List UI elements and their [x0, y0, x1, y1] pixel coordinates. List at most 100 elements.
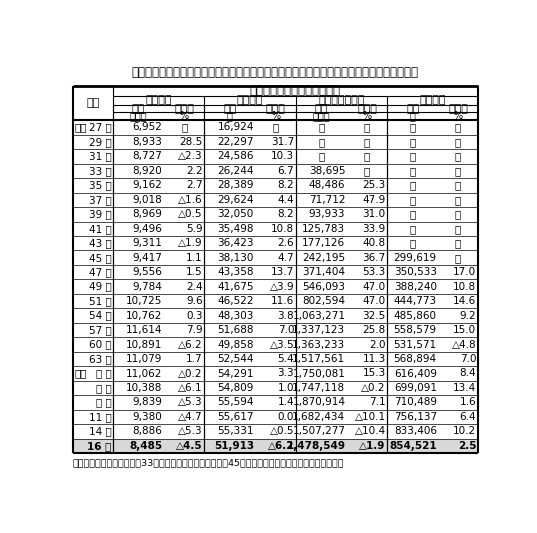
Text: 1,870,914: 1,870,914 — [292, 398, 345, 407]
Text: 8,920: 8,920 — [133, 166, 163, 176]
Text: －: － — [455, 224, 461, 234]
Text: －: － — [455, 195, 461, 205]
Text: 710,489: 710,489 — [394, 398, 437, 407]
Text: 27 年: 27 年 — [89, 123, 111, 132]
Text: －: － — [318, 123, 324, 132]
Text: 3.8: 3.8 — [278, 311, 294, 320]
Text: △2.3: △2.3 — [178, 151, 203, 161]
Text: 371,404: 371,404 — [302, 267, 345, 277]
Text: %: % — [454, 111, 463, 122]
Text: 13.4: 13.4 — [453, 383, 476, 393]
Text: 4.4: 4.4 — [278, 195, 294, 205]
Text: 7.0: 7.0 — [278, 325, 294, 335]
Text: －: － — [455, 253, 461, 263]
Text: 1,750,081: 1,750,081 — [293, 368, 345, 378]
Text: 531,571: 531,571 — [394, 340, 437, 350]
Text: 25.8: 25.8 — [362, 325, 386, 335]
Text: －: － — [272, 123, 279, 132]
Text: 55,331: 55,331 — [217, 426, 254, 437]
Text: 昭和: 昭和 — [75, 123, 88, 132]
Text: －: － — [455, 238, 461, 248]
Text: 9,784: 9,784 — [133, 281, 163, 292]
Text: 55,594: 55,594 — [217, 398, 254, 407]
Text: 2.0: 2.0 — [369, 340, 386, 350]
Text: 28,389: 28,389 — [217, 180, 254, 190]
Text: 10.8: 10.8 — [453, 281, 476, 292]
Text: 52,544: 52,544 — [217, 354, 254, 364]
Text: 8.4: 8.4 — [460, 368, 476, 378]
Text: 54,809: 54,809 — [217, 383, 254, 393]
Text: －: － — [455, 180, 461, 190]
Text: －: － — [318, 151, 324, 161]
Text: 43,358: 43,358 — [217, 267, 254, 277]
Text: 2.5: 2.5 — [458, 441, 476, 451]
Text: 29 年: 29 年 — [89, 137, 111, 147]
Text: 3.3: 3.3 — [278, 368, 294, 378]
Text: 9,556: 9,556 — [133, 267, 163, 277]
Text: 0.0: 0.0 — [278, 412, 294, 422]
Text: 45 年: 45 年 — [89, 253, 111, 263]
Text: 11 年: 11 年 — [89, 412, 111, 422]
Text: △6.1: △6.1 — [178, 383, 203, 393]
Text: 47.0: 47.0 — [362, 281, 386, 292]
Text: 9,380: 9,380 — [133, 412, 163, 422]
Text: 平成: 平成 — [75, 368, 88, 378]
Text: 実数: 実数 — [406, 103, 419, 114]
Text: △10.1: △10.1 — [354, 412, 386, 422]
Text: －: － — [364, 166, 370, 176]
Text: －: － — [410, 209, 416, 219]
Text: 242,195: 242,195 — [302, 253, 345, 263]
Text: 8.2: 8.2 — [278, 209, 294, 219]
Text: 7.0: 7.0 — [460, 354, 476, 364]
Text: 125,783: 125,783 — [302, 224, 345, 234]
Text: 2.2: 2.2 — [186, 166, 203, 176]
Text: 11,614: 11,614 — [126, 325, 163, 335]
Text: 60 年: 60 年 — [89, 340, 111, 350]
Text: 9.6: 9.6 — [186, 296, 203, 306]
Text: 40.8: 40.8 — [362, 238, 386, 248]
Text: 31 年: 31 年 — [89, 151, 111, 161]
Text: 1.5: 1.5 — [186, 267, 203, 277]
Text: 28.5: 28.5 — [179, 137, 203, 147]
Text: 1.1: 1.1 — [186, 253, 203, 263]
Text: 35,498: 35,498 — [217, 224, 254, 234]
Text: 前回比: 前回比 — [266, 103, 286, 114]
Text: －: － — [410, 137, 416, 147]
Text: 15.0: 15.0 — [453, 325, 476, 335]
Text: 6.7: 6.7 — [278, 166, 294, 176]
Text: 41 年: 41 年 — [89, 224, 111, 234]
Text: △4.5: △4.5 — [176, 441, 203, 451]
Text: 前回比: 前回比 — [448, 103, 468, 114]
Text: 38,695: 38,695 — [309, 166, 345, 176]
Text: －: － — [410, 224, 416, 234]
Text: 8,969: 8,969 — [133, 209, 163, 219]
Text: 従業者数: 従業者数 — [237, 95, 263, 105]
Text: 93,933: 93,933 — [309, 209, 345, 219]
Text: %: % — [362, 111, 372, 122]
Text: 1,747,118: 1,747,118 — [292, 383, 345, 393]
Text: 24,586: 24,586 — [217, 151, 254, 161]
Text: 13.7: 13.7 — [271, 267, 294, 277]
Text: 699,091: 699,091 — [394, 383, 437, 393]
Text: ３ 年: ３ 年 — [96, 368, 111, 378]
Text: －: － — [410, 166, 416, 176]
Text: 11.6: 11.6 — [271, 296, 294, 306]
Text: 43 年: 43 年 — [89, 238, 111, 248]
Text: 47.9: 47.9 — [362, 195, 386, 205]
Text: －: － — [410, 180, 416, 190]
Text: 54 年: 54 年 — [89, 311, 111, 320]
Text: 32.5: 32.5 — [362, 311, 386, 320]
Text: 568,894: 568,894 — [394, 354, 437, 364]
Text: △10.4: △10.4 — [354, 426, 386, 437]
Text: △3.5: △3.5 — [270, 340, 294, 350]
Text: －: － — [364, 151, 370, 161]
Text: 51 年: 51 年 — [89, 296, 111, 306]
Text: 33 年: 33 年 — [89, 166, 111, 176]
Text: 22,297: 22,297 — [217, 137, 254, 147]
Text: 1,337,123: 1,337,123 — [292, 325, 345, 335]
Text: 63 年: 63 年 — [89, 354, 111, 364]
Text: 前回比: 前回比 — [357, 103, 377, 114]
Text: 756,137: 756,137 — [394, 412, 437, 422]
Text: 31.7: 31.7 — [271, 137, 294, 147]
Text: 17.0: 17.0 — [453, 267, 476, 277]
